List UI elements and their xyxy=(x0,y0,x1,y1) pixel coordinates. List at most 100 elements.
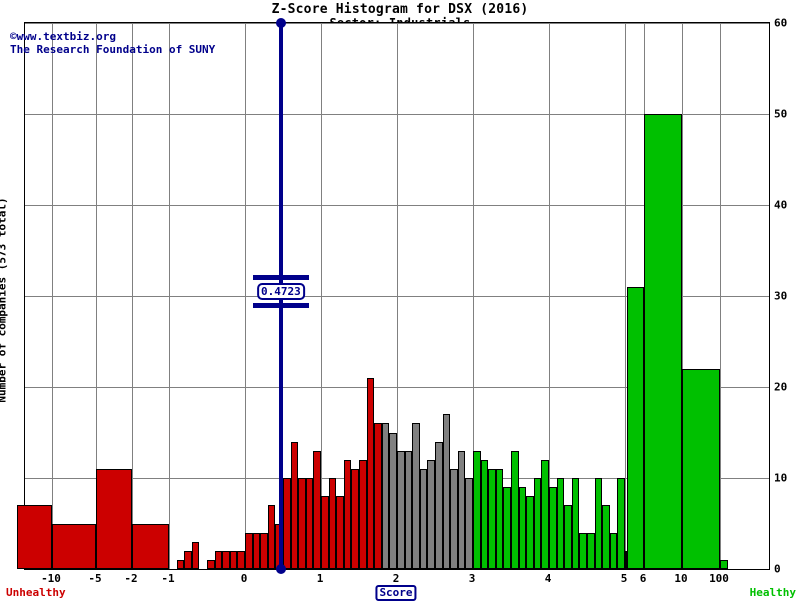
x-tick-label: -5 xyxy=(88,572,102,585)
watermark-line-1: ©www.textbiz.org xyxy=(10,30,116,43)
histogram-bar xyxy=(541,459,549,569)
gridline-vertical xyxy=(245,23,246,569)
histogram-bar xyxy=(412,423,420,569)
histogram-bar xyxy=(526,496,534,569)
x-tick-label: 4 xyxy=(544,572,552,585)
histogram-bar xyxy=(404,450,413,569)
histogram-bar xyxy=(96,468,132,569)
histogram-bar xyxy=(191,541,200,569)
histogram-bar xyxy=(682,368,720,569)
histogram-bar xyxy=(450,468,458,569)
plot-area: 0.4723 0 10 20 30 40 50 60 xyxy=(16,17,787,576)
histogram-bar xyxy=(511,450,519,569)
marker-dot-top xyxy=(275,18,286,28)
chart-title: Z-Score Histogram for DSX (2016) xyxy=(271,2,529,17)
histogram-bar xyxy=(313,450,321,569)
histogram-bar xyxy=(473,450,481,569)
y-axis-title: Number of companies (573 total) xyxy=(0,197,9,403)
marker-value-label: 0.4723 xyxy=(257,283,305,301)
watermark: ©www.textbiz.org The Research Foundation… xyxy=(10,30,215,56)
watermark-line-2: The Research Foundation of SUNY xyxy=(10,43,216,56)
y-tick-label: 60 xyxy=(774,16,788,30)
gridline-vertical xyxy=(52,23,53,569)
histogram-bar xyxy=(328,478,337,569)
histogram-bar xyxy=(260,532,268,569)
histogram-bar xyxy=(214,550,223,569)
histogram-bar xyxy=(556,478,565,569)
x-tick-label: 2 xyxy=(392,572,400,585)
gridline-vertical xyxy=(473,23,474,569)
histogram-bar xyxy=(549,487,557,569)
histogram-bar xyxy=(518,487,527,569)
histogram-bar xyxy=(587,532,595,569)
marker-bar-top xyxy=(252,275,309,281)
histogram-bar xyxy=(298,478,306,569)
histogram-bar xyxy=(245,532,253,569)
gridlines xyxy=(25,23,769,569)
histogram-bar xyxy=(351,468,359,569)
gridline-vertical xyxy=(549,23,550,569)
histogram-bar xyxy=(229,550,238,569)
x-tick-label: 0 xyxy=(240,572,248,585)
gridline-vertical xyxy=(625,23,626,569)
histogram-bar xyxy=(617,478,625,569)
histogram-bar xyxy=(488,468,496,569)
histogram-bar xyxy=(480,459,489,569)
x-tick-label: 3 xyxy=(468,572,476,585)
histogram-bar xyxy=(16,505,52,569)
histogram-bar xyxy=(366,377,375,569)
gridline-vertical xyxy=(132,23,133,569)
gridline-vertical xyxy=(96,23,97,569)
histogram-bar xyxy=(564,505,572,569)
x-tick-label: -10 xyxy=(41,572,61,585)
histogram-bar xyxy=(625,550,627,569)
histogram-bar xyxy=(343,459,352,569)
histogram-bar xyxy=(609,532,618,569)
histogram-bar xyxy=(579,532,587,569)
histogram-bar xyxy=(457,450,466,569)
histogram-bar xyxy=(52,523,96,569)
y-tick-label: 40 xyxy=(774,198,788,212)
gridline-vertical xyxy=(682,23,683,569)
y-tick-label: 50 xyxy=(774,107,788,121)
histogram-bar xyxy=(495,468,504,569)
histogram-bar xyxy=(503,487,511,569)
x-tick-label: 6 xyxy=(639,572,647,585)
y-tick-label: 10 xyxy=(774,471,788,485)
gridline-vertical xyxy=(321,23,322,569)
histogram-bar xyxy=(427,459,435,569)
unhealthy-label: Unhealthy xyxy=(6,586,66,599)
x-tick-label: 10 xyxy=(674,572,688,585)
histogram-bar xyxy=(374,423,382,569)
histogram-bar xyxy=(571,478,580,569)
histogram-bar xyxy=(336,496,344,569)
histogram-bar xyxy=(222,550,230,569)
histogram-bar xyxy=(602,505,610,569)
histogram-bar xyxy=(283,478,291,569)
x-tick-label: 100 xyxy=(709,572,729,585)
gridline-vertical xyxy=(397,23,398,569)
histogram-bar xyxy=(594,478,603,569)
histogram-bar xyxy=(267,505,276,569)
y-tick-label: 0 xyxy=(774,562,781,576)
x-axis-title: Score xyxy=(375,585,417,601)
histogram-bar xyxy=(207,559,215,569)
histogram-bar xyxy=(720,559,728,569)
histogram-bar xyxy=(237,550,245,569)
x-tick-label: 5 xyxy=(620,572,628,585)
histogram-bar xyxy=(176,559,185,569)
gridline-vertical xyxy=(169,23,170,569)
healthy-label: Healthy xyxy=(749,586,796,599)
histogram-bar xyxy=(533,478,542,569)
marker-dot-bottom xyxy=(275,564,286,574)
histogram-bar xyxy=(184,550,192,569)
y-tick-label: 30 xyxy=(774,289,788,303)
histogram-bar xyxy=(321,496,329,569)
histogram-bars xyxy=(16,23,769,569)
histogram-bar xyxy=(435,441,443,569)
histogram-bar xyxy=(644,114,682,569)
histogram-bar xyxy=(397,450,405,569)
x-tick-label: 1 xyxy=(316,572,324,585)
histogram-bar xyxy=(132,523,169,569)
